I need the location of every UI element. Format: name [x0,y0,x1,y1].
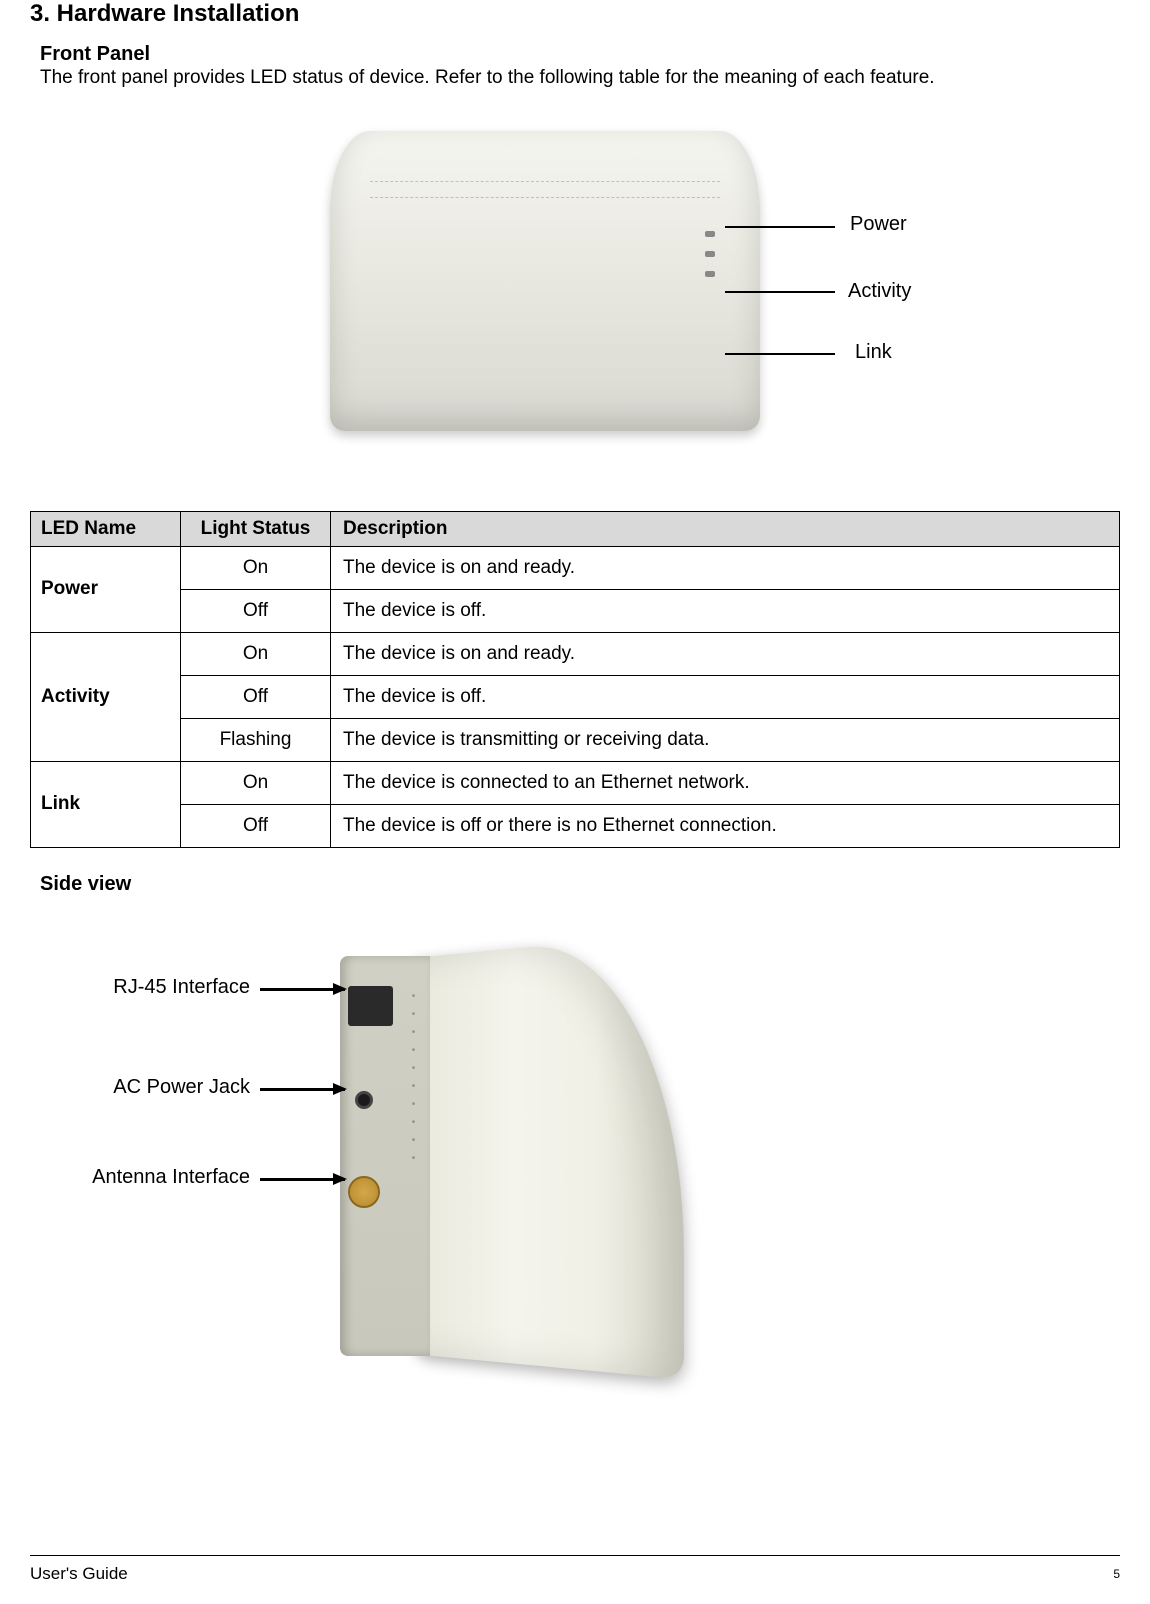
cell-status: On [181,632,331,675]
callout-rj45: RJ-45 Interface [90,976,250,999]
led-dot-power [705,231,715,237]
cell-status: Flashing [181,718,331,761]
front-panel-title: Front Panel [40,43,1120,66]
callout-link: Link [855,341,892,364]
cell-led-link: Link [31,761,181,847]
table-header-row: LED Name Light Status Description [31,511,1120,546]
device-side-image [340,946,730,1386]
th-led-name: LED Name [31,511,181,546]
page-footer: User's Guide 5 [30,1555,1120,1584]
led-dot-activity [705,251,715,257]
led-dot-link [705,271,715,277]
footer-page-number: 5 [1113,1567,1120,1581]
ac-jack-icon [355,1091,373,1109]
callout-antenna: Antenna Interface [70,1166,250,1189]
cell-desc: The device is off. [331,675,1120,718]
callout-line-link [725,353,835,355]
cell-status: Off [181,804,331,847]
cell-desc: The device is on and ready. [331,632,1120,675]
cell-desc: The device is on and ready. [331,546,1120,589]
table-row: Off The device is off. [31,675,1120,718]
cell-status: On [181,761,331,804]
cell-led-power: Power [31,546,181,632]
callout-power: Power [850,213,907,236]
cell-desc: The device is connected to an Ethernet n… [331,761,1120,804]
device-body [412,932,683,1379]
vent-dots [405,986,420,1126]
arrow-antenna [260,1178,345,1181]
callout-line-power [725,226,835,228]
side-view-figure: RJ-45 Interface AC Power Jack Antenna In… [30,936,1120,1416]
antenna-connector-icon [348,1176,380,1208]
th-light-status: Light Status [181,511,331,546]
table-row: Power On The device is on and ready. [31,546,1120,589]
table-row: Flashing The device is transmitting or r… [31,718,1120,761]
cell-status: Off [181,589,331,632]
cell-desc: The device is off or there is no Etherne… [331,804,1120,847]
cell-status: On [181,546,331,589]
th-description: Description [331,511,1120,546]
cell-status: Off [181,675,331,718]
table-row: Activity On The device is on and ready. [31,632,1120,675]
device-front-image [330,131,760,431]
table-row: Off The device is off. [31,589,1120,632]
side-view-title: Side view [40,873,1120,896]
rj45-port-icon [348,986,393,1026]
table-row: Off The device is off or there is no Eth… [31,804,1120,847]
callout-ac-power: AC Power Jack [90,1076,250,1099]
cell-desc: The device is off. [331,589,1120,632]
arrow-rj45 [260,988,345,991]
callout-line-activity [725,291,835,293]
front-panel-figure: Power Activity Link [30,121,1120,461]
callout-activity: Activity [848,280,911,303]
cell-led-activity: Activity [31,632,181,761]
led-status-table: LED Name Light Status Description Power … [30,511,1120,848]
arrow-ac-power [260,1088,345,1091]
cell-desc: The device is transmitting or receiving … [331,718,1120,761]
section-title: 3. Hardware Installation [30,0,1120,28]
front-panel-text: The front panel provides LED status of d… [40,66,1120,91]
table-row: Link On The device is connected to an Et… [31,761,1120,804]
footer-guide-label: User's Guide [30,1564,128,1584]
device-side-panel [340,956,430,1356]
